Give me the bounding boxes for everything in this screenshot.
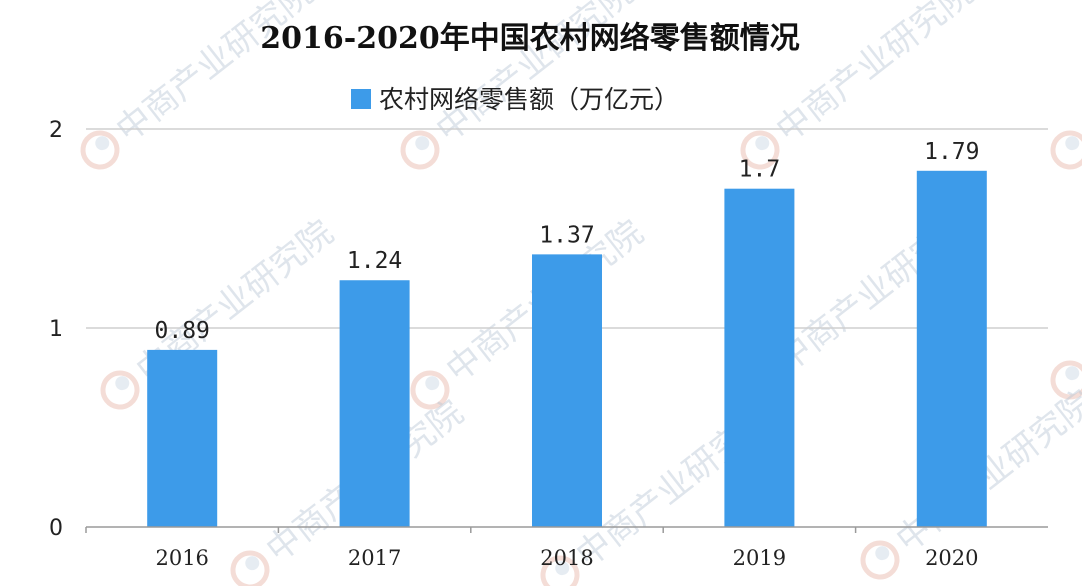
watermark-logo-dot — [425, 376, 440, 391]
watermark-logo-dot — [415, 136, 430, 151]
bars-layer — [147, 170, 987, 528]
labels-layer: 0.89 1.24 1.37 1.7 1.79 — [155, 139, 980, 344]
y-tick-label: 1 — [49, 317, 63, 342]
bar — [724, 188, 795, 527]
bar — [532, 254, 602, 527]
y-tick-label: 0 — [49, 516, 63, 541]
watermark-logo-dot — [95, 136, 110, 151]
bar — [147, 349, 218, 527]
watermark-logo — [400, 130, 440, 170]
legend-swatch — [351, 89, 371, 109]
x-tick-label: 2019 — [733, 546, 786, 570]
watermark-stamp: 中商产业研究院 — [100, 212, 341, 410]
watermark-logo — [860, 540, 900, 580]
watermark-logo-dot — [1065, 366, 1080, 381]
x-tick-label: 2018 — [540, 546, 593, 570]
x-tick-label: 2020 — [925, 546, 978, 570]
watermark-text: 中商产业研究院 — [769, 0, 981, 151]
x-tick-label: 2017 — [348, 546, 401, 570]
data-label: 0.89 — [155, 318, 210, 344]
watermark-logo — [540, 555, 580, 586]
legend-label: 农村网络零售额（万亿元） — [379, 85, 679, 114]
watermark-logo-dot — [555, 561, 570, 576]
watermark-logo — [1050, 130, 1082, 170]
bar — [916, 170, 987, 528]
legend: 农村网络零售额（万亿元） — [351, 85, 679, 114]
watermark-logo — [80, 130, 120, 170]
watermark-stamp: 中商产业研究院 — [1050, 202, 1082, 400]
watermark-logo-dot — [1065, 136, 1080, 151]
data-label: 1.24 — [347, 248, 402, 274]
watermark-logo — [100, 370, 140, 410]
watermark-stamp: 中商产业研究院 — [410, 212, 651, 410]
bar — [339, 280, 410, 527]
watermark-logo-dot — [115, 376, 130, 391]
watermark-logo — [1050, 360, 1082, 400]
x-tick-label: 2016 — [155, 546, 208, 570]
watermark-logo-dot — [875, 546, 890, 561]
y-tick-label: 2 — [49, 118, 63, 143]
axes-layer: 0 1 2 2016 2017 2018 2019 2020 — [49, 118, 1048, 570]
watermark-logo — [410, 370, 450, 410]
data-label: 1.7 — [739, 157, 781, 183]
watermark-logo — [230, 550, 270, 586]
watermark-logo-dot — [245, 556, 260, 571]
watermark-logo-dot — [755, 136, 770, 151]
watermark-stamp: 中商产业研究院 — [1050, 0, 1082, 170]
watermark-logo — [740, 130, 780, 170]
chart-title: 2016-2020年中国农村网络零售额情况 — [260, 21, 799, 56]
data-label: 1.79 — [924, 139, 979, 165]
data-label: 1.37 — [539, 222, 594, 248]
